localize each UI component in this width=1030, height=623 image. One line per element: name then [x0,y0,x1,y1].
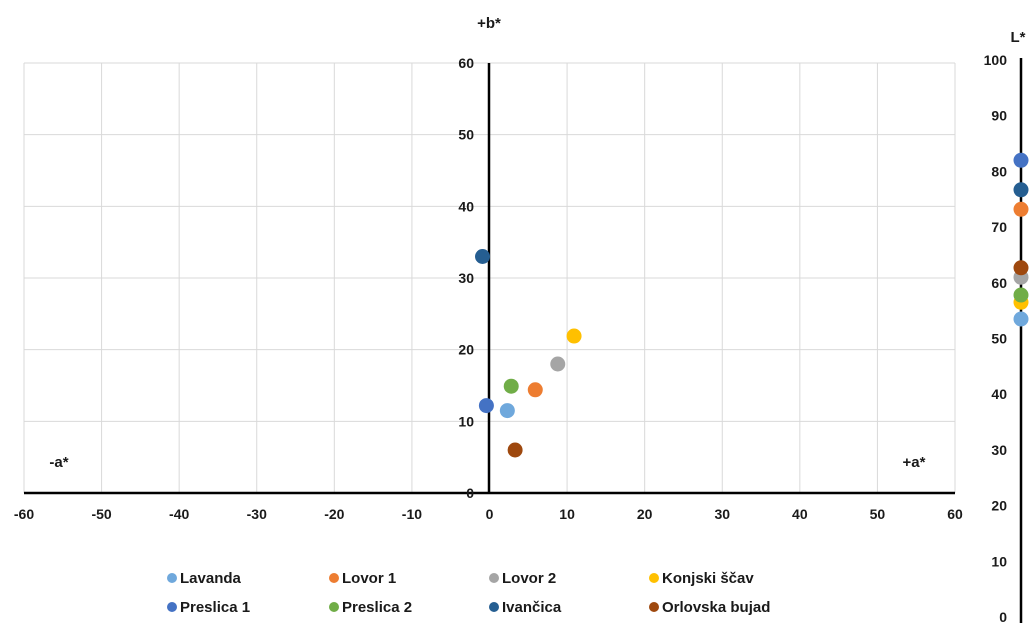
legend-marker [329,602,339,612]
legend-marker [489,602,499,612]
a-axis-pos-title: +a* [903,454,926,471]
b-axis-tick-label: 0 [466,485,474,501]
axes [24,58,1023,623]
l-axis-tick-label: 100 [984,52,1008,68]
legend-label: Orlovska bujad [662,599,770,616]
legend-marker [489,573,499,583]
l-point [1013,287,1029,303]
a-axis-tick-label: -40 [169,506,189,522]
legend-label: Ivančica [502,599,562,616]
l-point [1013,260,1029,276]
l-axis-tick-label: 30 [991,442,1007,458]
l-axis-tick-label: 90 [991,108,1007,124]
ab-point [507,442,523,458]
a-axis-tick-label: 40 [792,506,808,522]
ab-data-points [475,249,582,458]
l-point [1013,311,1029,327]
ab-point [550,356,566,372]
ab-point [503,378,519,394]
a-axis-tick-label: -20 [324,506,344,522]
b-axis-title: +b* [477,15,501,32]
legend-marker [649,602,659,612]
b-axis-tick-label: 10 [458,413,474,429]
a-axis-tick-label: -30 [247,506,267,522]
l-axis-title: L* [1011,29,1026,46]
legend: Lavanda Lovor 1 Lovor 2 Konjski ščav Preslic… [167,570,770,616]
l-axis-tick-label: 80 [991,163,1007,179]
l-axis-tick-label: 70 [991,219,1007,235]
ab-point [475,249,491,264]
l-point [1013,201,1029,217]
legend-label: Lovor 1 [342,570,396,587]
b-axis-tick-label: 60 [458,55,474,71]
legend-label: Preslica 2 [342,599,412,616]
b-axis-tick-label: 50 [458,127,474,143]
l-axis-tick-label: 50 [991,331,1007,347]
a-axis-tick-label: 0 [486,506,494,522]
legend-marker [167,573,177,583]
l-axis-tick-label: 40 [991,386,1007,402]
ab-point [527,382,543,398]
l-axis-tick-label: 60 [991,275,1007,291]
b-axis-tick-labels: 0 10 20 30 40 50 60 [458,55,474,501]
a-axis-tick-labels: -60 -50 -40 -30 -20 -10 0 10 20 30 40 50 60 [14,506,963,522]
ab-point [566,328,582,344]
legend-label: Lavanda [180,570,242,587]
a-axis-neg-title: -a* [49,454,68,471]
b-axis-tick-label: 30 [458,270,474,286]
ab-point [499,403,515,419]
b-axis-tick-label: 40 [458,198,474,214]
legend-marker [329,573,339,583]
a-axis-tick-label: 10 [559,506,575,522]
b-axis-tick-label: 20 [458,342,474,358]
ab-point [478,398,494,414]
a-axis-tick-label: -50 [91,506,111,522]
l-point [1013,152,1029,168]
legend-label: Konjski ščav [662,570,754,587]
a-axis-tick-label: -60 [14,506,34,522]
l-axis-tick-label: 0 [999,609,1007,623]
legend-label: Lovor 2 [502,570,556,587]
l-axis-tick-label: 10 [991,553,1007,569]
a-axis-tick-label: -10 [402,506,422,522]
a-axis-tick-label: 30 [714,506,730,522]
l-point [1013,182,1029,198]
l-data-points [1013,152,1029,327]
legend-label: Preslica 1 [180,599,250,616]
legend-marker [649,573,659,583]
l-axis-tick-labels: 0 10 20 30 40 50 60 70 80 90 100 [984,52,1008,623]
a-axis-tick-label: 60 [947,506,963,522]
a-axis-tick-label: 50 [870,506,886,522]
a-axis-tick-label: 20 [637,506,653,522]
legend-marker [167,602,177,612]
l-axis-tick-label: 20 [991,498,1007,514]
